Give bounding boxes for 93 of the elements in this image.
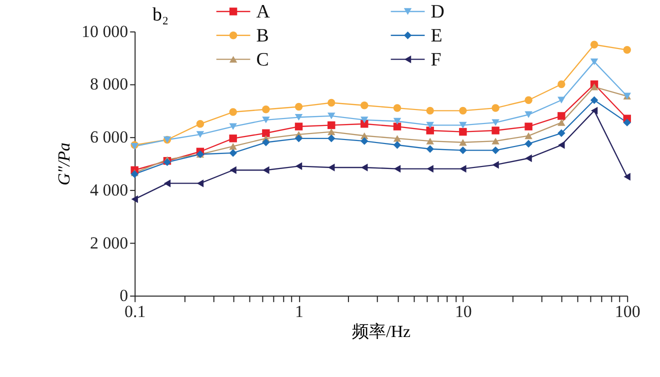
legend-label: A xyxy=(256,1,270,22)
point xyxy=(558,112,566,120)
point xyxy=(426,106,434,115)
y-axis-title: G″/Pa xyxy=(54,142,74,186)
point xyxy=(394,164,401,173)
point xyxy=(196,131,204,138)
point xyxy=(459,146,467,154)
point xyxy=(328,164,335,172)
point xyxy=(623,118,631,126)
point xyxy=(229,123,237,130)
point xyxy=(262,129,270,137)
y-tick-label: 10 000 xyxy=(82,22,128,41)
point xyxy=(426,126,434,134)
point xyxy=(262,116,270,124)
point xyxy=(262,138,270,146)
point xyxy=(492,119,500,126)
point xyxy=(623,46,631,54)
point xyxy=(459,106,467,115)
point xyxy=(524,111,532,118)
point xyxy=(558,80,566,88)
point xyxy=(196,179,204,188)
point xyxy=(131,195,138,204)
point xyxy=(525,154,532,162)
point xyxy=(328,121,336,130)
point xyxy=(294,114,303,121)
point xyxy=(492,138,500,144)
point xyxy=(524,122,532,130)
point xyxy=(360,102,368,110)
point xyxy=(624,172,630,181)
point xyxy=(294,122,303,130)
point xyxy=(360,120,368,128)
point xyxy=(229,143,237,150)
x-tick-label: 100 xyxy=(614,302,640,322)
point xyxy=(262,106,270,114)
y-tick-label: 2 000 xyxy=(90,233,128,252)
point xyxy=(492,104,500,112)
point xyxy=(492,160,499,169)
point xyxy=(294,134,303,142)
point xyxy=(524,96,532,104)
point xyxy=(459,139,467,146)
point xyxy=(328,98,336,107)
point xyxy=(262,166,270,174)
point xyxy=(558,96,566,104)
point xyxy=(328,128,336,136)
point xyxy=(229,108,237,116)
point xyxy=(229,134,237,142)
x-tick-label: 10 xyxy=(454,302,472,322)
point xyxy=(393,135,402,142)
point xyxy=(361,164,368,172)
point xyxy=(558,141,565,149)
point xyxy=(229,149,237,157)
point xyxy=(558,129,566,137)
legend-label: D xyxy=(430,1,444,22)
point xyxy=(426,122,434,129)
point xyxy=(295,162,302,170)
y-tick-label: 4 000 xyxy=(90,180,128,200)
point xyxy=(393,104,402,112)
y-tick-label: 6 000 xyxy=(90,128,128,147)
point xyxy=(459,122,467,129)
point xyxy=(426,145,434,153)
point xyxy=(492,146,500,154)
point xyxy=(230,166,236,174)
legend-label: B xyxy=(256,25,269,46)
point xyxy=(590,58,598,66)
point xyxy=(590,96,598,104)
point xyxy=(459,128,467,136)
point xyxy=(164,179,171,188)
y-tick-label: 8 000 xyxy=(90,74,128,94)
point xyxy=(558,119,566,126)
point xyxy=(460,164,466,173)
point xyxy=(524,140,532,148)
point xyxy=(393,141,402,149)
point xyxy=(393,122,402,130)
point xyxy=(294,102,303,111)
point xyxy=(590,40,598,48)
point xyxy=(360,116,368,124)
point xyxy=(426,164,434,173)
point xyxy=(524,132,532,140)
point xyxy=(328,134,336,142)
point xyxy=(196,120,204,128)
point xyxy=(492,126,500,134)
point xyxy=(426,138,434,144)
point xyxy=(590,84,598,90)
x-axis-title: 频率/Hz xyxy=(352,322,412,341)
legend-label: E xyxy=(430,25,442,46)
legend-label: F xyxy=(430,49,442,70)
x-tick-label: 1 xyxy=(295,302,304,322)
point xyxy=(328,112,336,120)
point xyxy=(360,137,368,145)
point xyxy=(393,118,402,125)
text: b₂ xyxy=(152,4,169,26)
point xyxy=(590,106,598,115)
legend-label: C xyxy=(256,49,269,70)
